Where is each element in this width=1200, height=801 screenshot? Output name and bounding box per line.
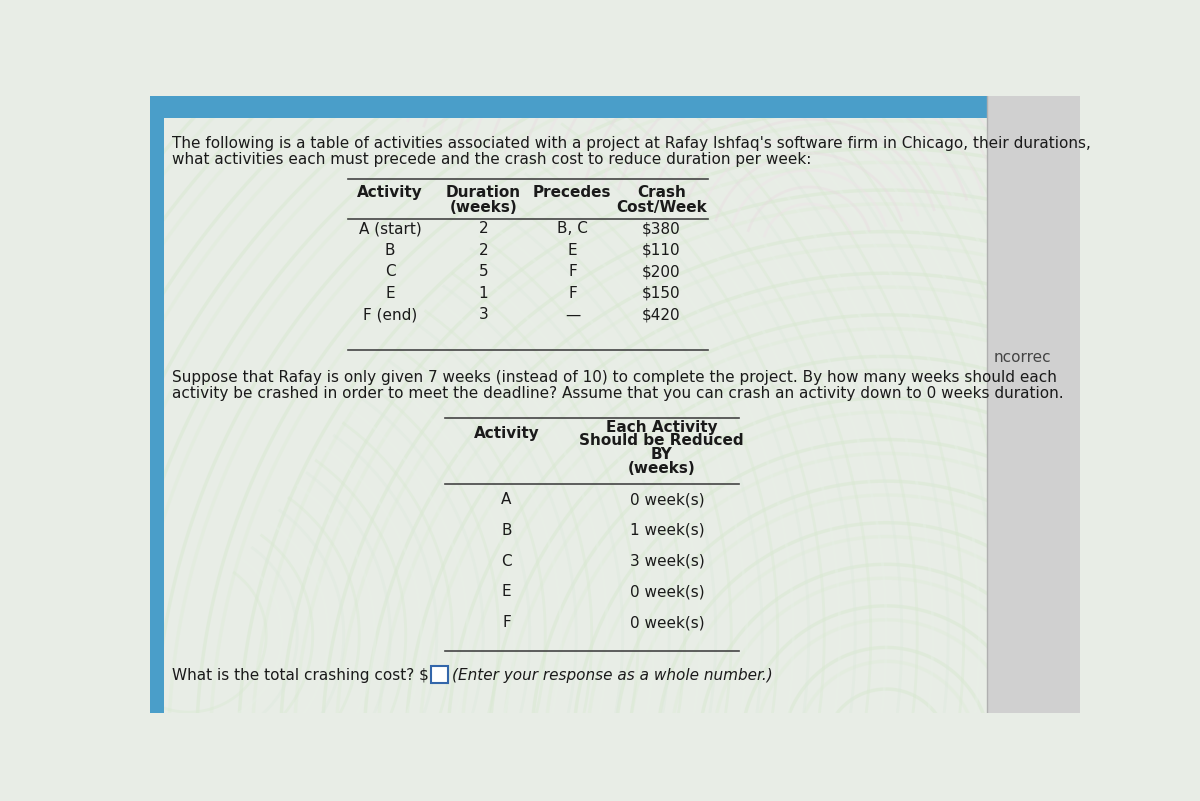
Text: A: A [502, 492, 511, 507]
Bar [150, 96, 164, 713]
Text: 2: 2 [479, 243, 488, 258]
Bar [431, 666, 448, 683]
Text: 1: 1 [479, 286, 488, 300]
Text: $420: $420 [642, 308, 680, 322]
Text: 0 week(s): 0 week(s) [630, 585, 706, 599]
Text: 0 week(s): 0 week(s) [630, 615, 706, 630]
Text: $380: $380 [642, 221, 680, 236]
Text: F (end): F (end) [364, 308, 418, 322]
Text: $200: $200 [642, 264, 680, 280]
Text: (weeks): (weeks) [449, 200, 517, 215]
Text: Each Activity: Each Activity [606, 420, 718, 434]
Text: 2: 2 [479, 221, 488, 236]
Text: E: E [502, 585, 511, 599]
Text: Precedes: Precedes [533, 185, 612, 199]
Text: F: F [502, 615, 511, 630]
Text: —: — [565, 308, 580, 322]
Text: B, C: B, C [557, 221, 588, 236]
Text: C: C [502, 553, 512, 569]
Bar [986, 96, 1080, 713]
Text: 5: 5 [479, 264, 488, 280]
Text: BY: BY [650, 447, 672, 462]
Text: Cost/Week: Cost/Week [616, 200, 707, 215]
Text: A (start): A (start) [359, 221, 421, 236]
Text: activity be crashed in order to meet the deadline? Assume that you can crash an : activity be crashed in order to meet the… [172, 385, 1063, 400]
Text: Duration: Duration [445, 185, 521, 199]
Text: Suppose that Rafay is only given 7 weeks (instead of 10) to complete the project: Suppose that Rafay is only given 7 weeks… [172, 370, 1056, 385]
Text: $150: $150 [642, 286, 680, 300]
Text: The following is a table of activities associated with a project at Rafay Ishfaq: The following is a table of activities a… [172, 136, 1091, 151]
Text: F: F [568, 286, 577, 300]
Text: What is the total crashing cost? $: What is the total crashing cost? $ [172, 668, 428, 682]
Text: B: B [502, 523, 511, 538]
Bar [150, 96, 1080, 118]
Text: Activity: Activity [358, 185, 424, 199]
Text: B: B [385, 243, 396, 258]
Text: 1 week(s): 1 week(s) [630, 523, 706, 538]
Text: Activity: Activity [474, 425, 539, 441]
Text: $110: $110 [642, 243, 680, 258]
Text: ncorrec: ncorrec [994, 350, 1051, 365]
Text: C: C [385, 264, 396, 280]
Text: F: F [568, 264, 577, 280]
Text: 3 week(s): 3 week(s) [630, 553, 706, 569]
Text: what activities each must precede and the crash cost to reduce duration per week: what activities each must precede and th… [172, 151, 811, 167]
Text: (weeks): (weeks) [628, 461, 695, 476]
Text: Crash: Crash [637, 185, 686, 199]
Text: 3: 3 [479, 308, 488, 322]
Text: Should be Reduced: Should be Reduced [580, 433, 744, 449]
Text: E: E [385, 286, 395, 300]
Text: (Enter your response as a whole number.): (Enter your response as a whole number.) [452, 668, 773, 682]
Text: E: E [568, 243, 577, 258]
Text: 0 week(s): 0 week(s) [630, 492, 706, 507]
